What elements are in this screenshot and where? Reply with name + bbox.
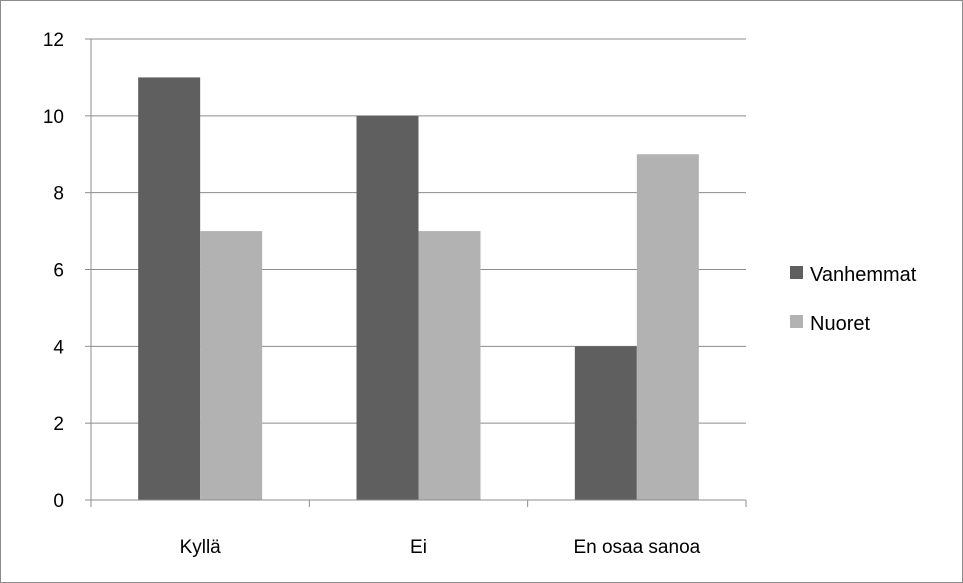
y-tick-label: 10 [43,107,64,128]
bar-vanhemmat-2 [574,346,637,500]
bar-nuoret-2 [636,154,699,500]
x-tick-labels: Kyllä Ei En osaa sanoa [180,537,701,558]
bar-vanhemmat-1 [356,115,419,500]
y-tick-label: 6 [53,261,64,282]
y-tick-labels: 0 2 4 6 8 10 12 [43,30,65,512]
legend-label-vanhemmat: Vanhemmat [810,264,917,286]
axes [85,38,747,507]
bar-vanhemmat-0 [138,77,201,501]
bars [138,77,699,501]
legend-swatch-vanhemmat [790,266,803,279]
y-tick-label: 12 [43,30,64,51]
y-tick-label: 8 [53,184,64,205]
x-tick-label: Ei [410,537,427,558]
y-tick-label: 2 [53,414,64,435]
x-tick-label: En osaa sanoa [573,537,700,558]
legend: Vanhemmat Nuoret [790,264,917,335]
bar-nuoret-1 [418,231,481,501]
bar-nuoret-0 [200,231,263,501]
x-tick-label: Kyllä [180,537,222,558]
legend-label-nuoret: Nuoret [810,313,870,335]
y-tick-label: 4 [53,337,64,358]
legend-swatch-nuoret [790,315,803,328]
y-tick-label: 0 [53,491,64,512]
